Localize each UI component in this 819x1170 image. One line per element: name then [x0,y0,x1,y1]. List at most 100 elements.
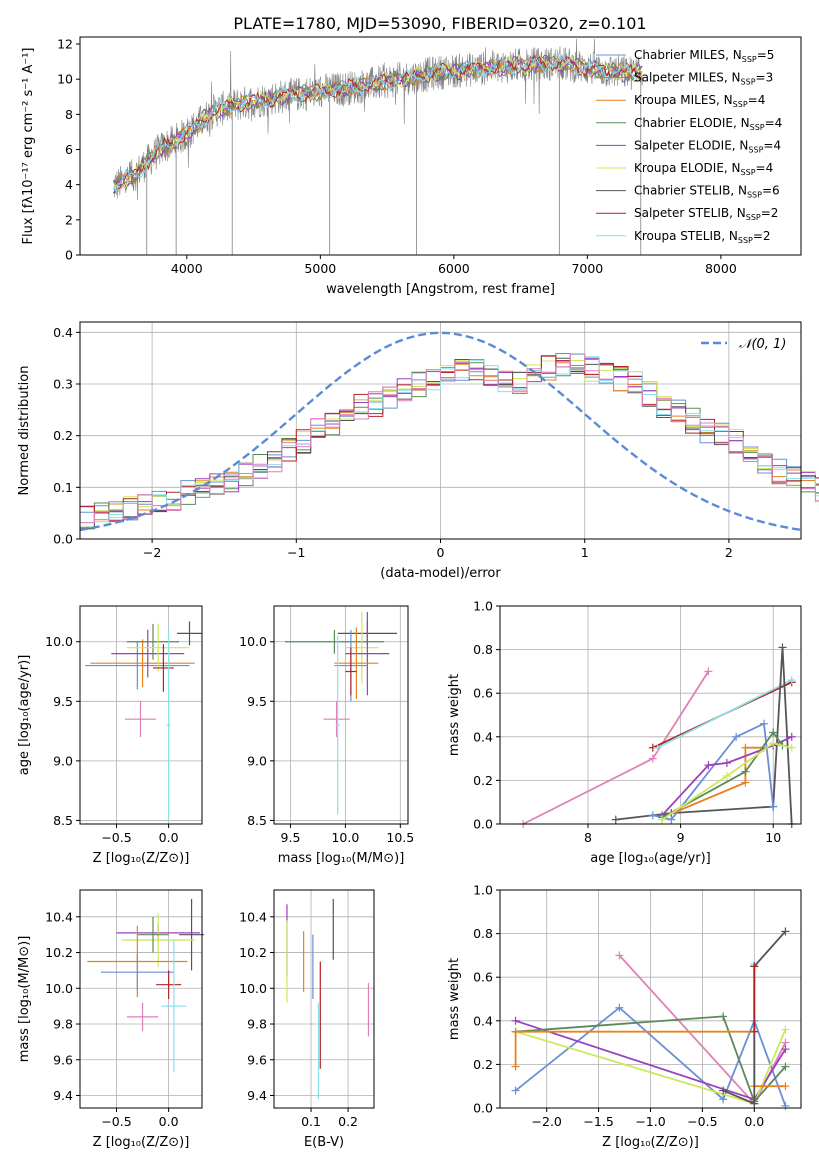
y-tick-label: 9.5 [53,694,73,709]
weight-series-kroupa_miles [661,746,764,819]
x-tick-label: 0.0 [159,1114,179,1129]
x-axis-label: mass [log₁₀(M/M⊙)] [278,851,405,866]
y-tick-label: 8.5 [247,813,267,828]
residuals-panel: −2 −1 0 1 2 0.0 0.1 0.2 0.3 0.4 (data-model)/error… [17,321,819,581]
histogram-kroupa_elodie [79,360,819,539]
x-tick-label: 8000 [705,261,737,276]
y-tick-label: 9.4 [247,1088,267,1103]
y-axis-label: mass weight [447,958,462,1040]
x-tick-label: −2.0 [532,1114,562,1129]
x-axis-label: E(B-V) [304,1135,344,1150]
legend-entry: Kroupa STELIB, NSSP=2 [634,229,771,245]
x-tick-label: 9.5 [281,830,301,845]
mass_vs_Z-panel: −0.5 0.0 9.4 9.6 9.8 10.0 10.2 10.4 Z [log₁₀(Z/Z… [17,889,205,1150]
legend-entry: Salpeter MILES, NSSP=3 [634,71,773,87]
x-tick-label: −2 [143,545,161,560]
x-tick-label: 0.1 [301,1114,321,1129]
y-tick-label: 0.2 [473,1057,493,1072]
x-axis-label: (data-model)/error [380,566,501,581]
y-tick-label: 4 [65,177,73,192]
model-salpeter_stelib-line [113,54,643,194]
axes-frame [79,36,802,256]
axes-frame [79,605,203,825]
weight-series-kroupa_stelib [656,679,793,749]
model-kroupa_stelib-line [113,54,643,194]
axes-frame [499,605,802,825]
figure-title: PLATE=1780, MJD=53090, FIBERID=0320, z=0… [233,14,646,33]
axes-frame [79,889,203,1109]
y-tick-label: 0.0 [473,1101,493,1116]
spectrum-panel: 4000 5000 6000 7000 8000 0 2 4 6 8 10 12 wavelength … [21,36,802,297]
x-tick-label: 10 [765,830,781,845]
histogram-salpeter_stelib [79,355,819,539]
y-tick-label: 9.0 [53,753,73,768]
model-chabrier_miles-line [112,53,643,194]
y-tick-label: 0.4 [473,729,493,744]
x-tick-label: 6000 [438,261,470,276]
y-axis-label: mass [log₁₀(M/M⊙)] [17,936,32,1063]
weight_vs_Z-panel: −2.0 −1.5 −1.0 −0.5 0.0 0.0 0.2 0.4 0.6 0.8 1.0 Z [… [447,883,802,1150]
y-tick-label: 0.2 [53,428,73,443]
x-tick-label: 10.0 [331,830,359,845]
x-tick-label: −1.5 [583,1114,613,1129]
histogram-chabrier_elodie [79,355,819,539]
y-tick-label: 0.4 [53,325,73,340]
y-tick-label: 10.4 [45,909,73,924]
axes-frame [273,889,375,1109]
y-tick-label: 0.4 [473,1013,493,1028]
weight-series-kroupa_elodie [661,742,792,821]
x-tick-label: 8 [584,830,592,845]
y-tick-label: 9.4 [53,1088,73,1103]
y-tick-label: 1.0 [473,883,493,898]
y-axis-label: age [log₁₀(age/yr)] [17,655,32,776]
legend-entry: Kroupa ELODIE, NSSP=4 [634,161,773,177]
y-tick-label: 0.6 [473,686,493,701]
histogram-salpeter_elodie [79,357,819,539]
y-axis-label: Flux [fλ10⁻¹⁷ erg cm⁻² s⁻¹ A⁻¹] [21,48,36,245]
plots-container: 4000 5000 6000 7000 8000024681012wavelength … [17,36,819,1150]
y-tick-label: 8.5 [53,813,73,828]
histogram-kroupa_miles [79,362,819,539]
y-tick-label: 10.0 [239,634,267,649]
legend-entry: Chabrier MILES, NSSP=5 [634,48,774,64]
y-tick-label: 10.0 [45,981,73,996]
y-tick-label: 9.0 [247,753,267,768]
x-tick-label: 4000 [171,261,203,276]
x-tick-label: 0.0 [159,830,179,845]
x-tick-label: 9 [677,830,685,845]
legend-entry: 𝒩(0, 1) [739,337,786,352]
axes-frame [273,605,409,825]
x-tick-label: −0.5 [687,1114,717,1129]
y-tick-label: 10 [57,72,73,87]
x-axis-label: Z [log₁₀(Z/Z⊙)] [602,1135,699,1150]
normal-distribution-curve [79,331,802,532]
x-tick-label: −0.5 [101,830,131,845]
y-tick-label: 0.0 [473,817,493,832]
y-tick-label: 2 [65,212,73,227]
x-axis-label: Z [log₁₀(Z/Z⊙)] [93,851,190,866]
histogram-kroupa_stelib [79,354,819,539]
weight-series-chabrier_elodie [515,1015,787,1104]
y-tick-label: 0.3 [53,377,73,392]
weight-series-chabrier_elodie [661,730,784,819]
y-tick-label: 0.1 [53,480,73,495]
y-tick-label: 8 [65,107,73,122]
x-tick-label: 10.5 [386,830,414,845]
legend-entry: Salpeter STELIB, NSSP=2 [634,206,778,222]
x-tick-label: 5000 [304,261,336,276]
y-tick-label: 10.2 [239,945,267,960]
y-tick-label: 9.5 [247,694,267,709]
y-tick-label: 0.2 [473,773,493,788]
legend-entry: Salpeter ELODIE, NSSP=4 [634,138,781,154]
histogram-chabrier_stelib [79,357,819,539]
age_vs_mass-panel: 9.5 10.0 10.5 8.5 9.0 9.5 10.0 mass [log₁₀(M/M⊙… [239,605,414,866]
legend-entry: Chabrier STELIB, NSSP=6 [634,184,780,200]
y-tick-label: 0 [65,248,73,263]
age_vs_Z-panel: −0.5 0.0 8.5 9.0 9.5 10.0 Z [log₁₀(Z/Z⊙)] age [… [17,605,203,866]
x-tick-label: −1.0 [635,1114,665,1129]
legend-entry: Kroupa MILES, NSSP=4 [634,93,765,109]
y-tick-label: 1.0 [473,599,493,614]
legend-entry: Chabrier ELODIE, NSSP=4 [634,116,782,132]
x-tick-label: 0.2 [338,1114,358,1129]
x-tick-label: 7000 [571,261,603,276]
